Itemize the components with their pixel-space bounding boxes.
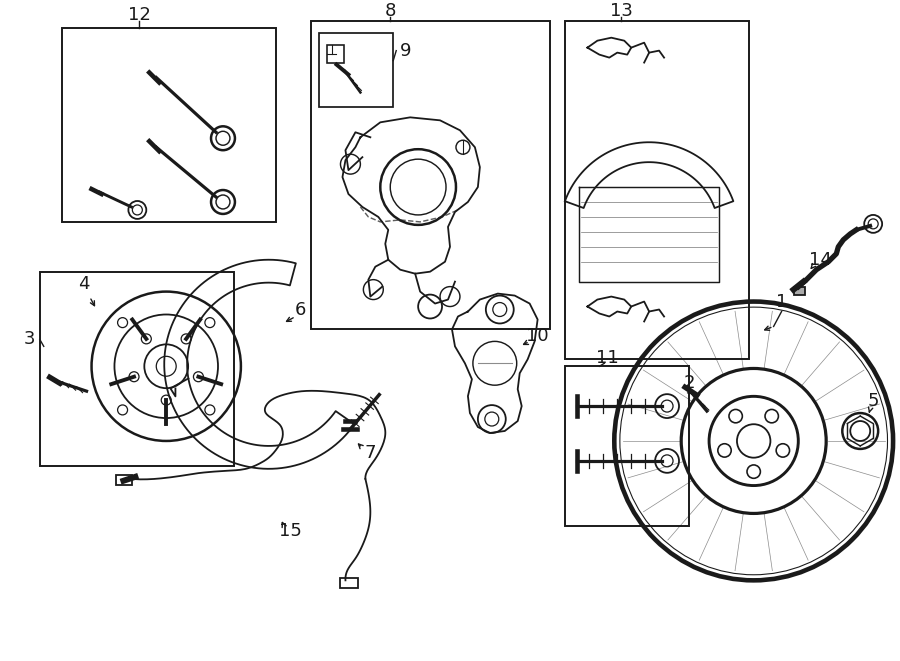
Bar	[327, 45, 345, 63]
Text: 2: 2	[683, 374, 695, 392]
Bar	[319, 32, 393, 107]
Text: 12: 12	[128, 6, 151, 24]
Text: 5: 5	[868, 392, 879, 410]
Text: 15: 15	[279, 522, 302, 539]
Bar	[564, 20, 749, 360]
Bar	[794, 287, 806, 295]
Text: 3: 3	[24, 330, 36, 348]
Text: 14: 14	[809, 251, 832, 269]
Text: 10: 10	[526, 327, 549, 346]
Text: 9: 9	[400, 42, 411, 59]
Bar	[116, 475, 132, 485]
Text: 1: 1	[776, 293, 788, 311]
Bar	[564, 366, 689, 525]
Text: 11: 11	[596, 349, 618, 368]
Text: 4: 4	[77, 274, 89, 293]
Text: 13: 13	[610, 2, 633, 20]
Bar	[62, 28, 275, 222]
Text: 6: 6	[295, 301, 306, 319]
Text: 7: 7	[364, 444, 376, 462]
Bar	[340, 578, 358, 588]
Bar	[40, 272, 234, 466]
Text: 8: 8	[384, 2, 396, 20]
Bar	[310, 20, 550, 329]
